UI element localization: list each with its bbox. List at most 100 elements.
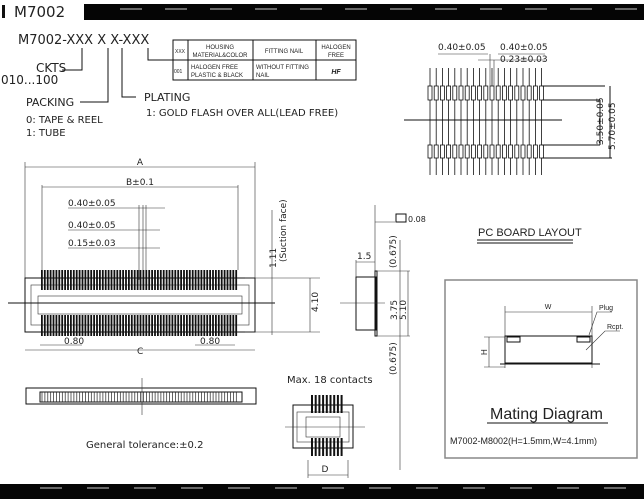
contact-bottom (41, 315, 43, 336)
pad (495, 85, 501, 101)
side-dim-3-75: 3.75 (390, 300, 400, 320)
bottom-view (25, 378, 257, 415)
contact-top (49, 270, 52, 290)
contact-bottom (107, 315, 110, 336)
small-contact-bottom (325, 438, 328, 456)
contact-top (84, 270, 87, 290)
contact-top (151, 270, 153, 290)
contact-bottom (139, 315, 142, 336)
contact-bottom (87, 315, 90, 336)
w-label: W (545, 304, 552, 311)
pad (446, 144, 452, 159)
halogen-free-logo: HF (331, 69, 341, 76)
contact-top (93, 270, 95, 290)
pad (514, 85, 520, 101)
contact-bottom (235, 315, 238, 336)
contact-top (197, 270, 200, 290)
dim-contact-width: 0.15±0.03 (68, 239, 116, 249)
contact-bottom (165, 315, 168, 336)
plating-option-0: 1: GOLD FLASH OVER ALL(LEAD FREE) (146, 108, 338, 119)
contact-bottom (171, 315, 174, 336)
contact-bottom (180, 315, 182, 336)
flatness-value: 0.08 (408, 215, 426, 224)
contact-bottom (122, 315, 124, 336)
pad (526, 144, 532, 159)
table-header-halogen: HALOGEN (321, 45, 350, 51)
option-table: XXX HOUSING MATERIAL&COLOR FITTING NAIL … (172, 39, 357, 81)
dim-d: D (322, 465, 329, 475)
pad (427, 144, 433, 159)
pad (489, 85, 495, 101)
contact-top (67, 270, 69, 290)
contact-top (75, 270, 78, 290)
part-number-code: M7002-XXX X X-XXX (18, 33, 149, 48)
pad (514, 144, 520, 159)
contact-top (58, 270, 61, 290)
contact-top (43, 270, 46, 290)
contact-top (183, 270, 185, 290)
dim-0-80-right: 0.80 (200, 337, 220, 347)
contact-top (171, 270, 174, 290)
pad (464, 85, 470, 101)
small-contact-bottom (314, 438, 317, 456)
contact-bottom (229, 315, 232, 336)
contact-bottom (90, 315, 93, 336)
small-contact-top (322, 395, 325, 413)
contact-bottom (43, 315, 46, 336)
dim-c: C (137, 347, 143, 357)
pad (439, 144, 445, 159)
contact-bottom (183, 315, 185, 336)
contact-top (122, 270, 124, 290)
small-contact-top (325, 395, 328, 413)
pad (489, 144, 495, 159)
contact-bottom (78, 315, 81, 336)
small-contact-bottom (340, 438, 343, 456)
pad (539, 144, 544, 159)
contact-top (107, 270, 110, 290)
contact-top (206, 270, 209, 290)
contact-bottom (151, 315, 153, 336)
side-dim-top-offset: (0.675) (389, 235, 399, 268)
pad (539, 85, 544, 101)
contact-top (177, 270, 180, 290)
contact-top (55, 270, 58, 290)
contact-top (128, 270, 130, 290)
front-view: A B±0.1 0.40±0.05 0.40±0.05 0.15±0.03 1.… (8, 158, 321, 357)
small-contact-bottom (311, 438, 313, 456)
contact-bottom (168, 315, 171, 336)
table-cell-code: 001 (174, 69, 183, 75)
contact-top (142, 270, 145, 290)
small-contact-top (336, 395, 339, 413)
contact-bottom (104, 315, 107, 336)
contact-top (226, 270, 229, 290)
contact-top (87, 270, 90, 290)
small-contacts-view: Max. 18 contacts D (285, 375, 373, 478)
contact-bottom (209, 315, 211, 336)
pad (458, 85, 464, 101)
contact-top (64, 270, 66, 290)
pad (427, 85, 433, 101)
contact-bottom (101, 315, 104, 336)
contact-top (212, 270, 214, 290)
contact-top (165, 270, 168, 290)
pad (477, 144, 483, 159)
packing-label: PACKING (26, 96, 74, 109)
packing-option-0: 0: TAPE & REEL (26, 115, 103, 126)
pad (533, 85, 538, 101)
pad (464, 144, 470, 159)
pad-dim-pitch-2: 0.40±0.05 (500, 43, 548, 53)
contact-top (159, 270, 162, 290)
pad (477, 85, 483, 101)
contact-bottom (61, 315, 64, 336)
pad (508, 144, 514, 159)
pad (470, 144, 476, 159)
contact-bottom (113, 315, 116, 336)
pc-board-title: PC BOARD LAYOUT (478, 227, 582, 239)
pad (452, 85, 458, 101)
contact-top (154, 270, 156, 290)
contact-top (235, 270, 238, 290)
contact-bottom (130, 315, 133, 336)
contact-bottom (72, 315, 75, 336)
contact-top (162, 270, 165, 290)
